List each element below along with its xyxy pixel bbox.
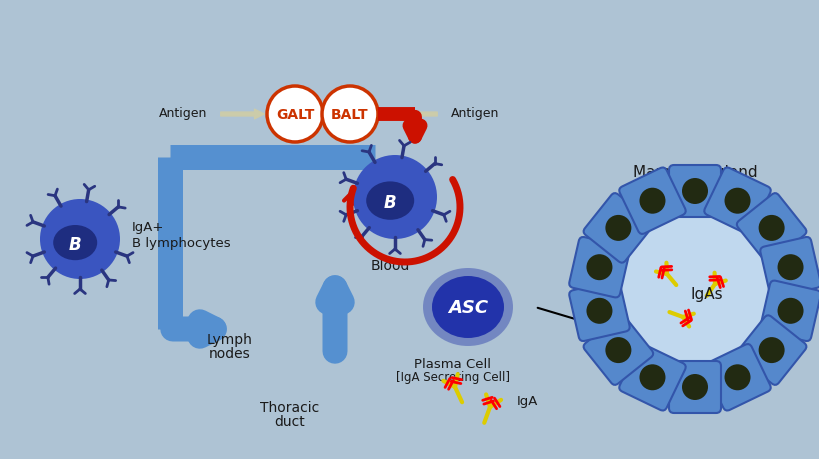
FancyBboxPatch shape [759, 281, 819, 341]
Circle shape [604, 337, 631, 364]
Text: Lymph: Lymph [207, 332, 252, 346]
FancyBboxPatch shape [568, 237, 629, 298]
Text: B lymphocytes: B lymphocytes [132, 237, 230, 250]
Text: Plasma Cell: Plasma Cell [414, 357, 491, 369]
Circle shape [758, 337, 784, 364]
Circle shape [322, 87, 378, 143]
Text: IgA+: IgA+ [132, 221, 164, 234]
FancyBboxPatch shape [583, 316, 653, 385]
Circle shape [681, 374, 707, 400]
FancyBboxPatch shape [668, 361, 720, 413]
Circle shape [776, 298, 803, 324]
Circle shape [681, 179, 707, 205]
Ellipse shape [423, 269, 513, 346]
Circle shape [267, 87, 323, 143]
FancyBboxPatch shape [618, 344, 685, 411]
Circle shape [614, 210, 774, 369]
FancyBboxPatch shape [736, 194, 805, 263]
Circle shape [639, 364, 665, 391]
Text: nodes: nodes [209, 346, 251, 360]
FancyBboxPatch shape [618, 168, 685, 235]
Text: Mammary gland: Mammary gland [632, 164, 757, 179]
Text: Antigen: Antigen [159, 106, 207, 119]
Text: Thoracic: Thoracic [260, 400, 319, 414]
Circle shape [776, 255, 803, 280]
Circle shape [724, 364, 749, 391]
Circle shape [604, 215, 631, 241]
Text: B: B [383, 193, 396, 211]
Text: Antigen: Antigen [450, 106, 499, 119]
Text: ASC: ASC [447, 298, 487, 316]
Ellipse shape [53, 225, 97, 261]
FancyBboxPatch shape [759, 237, 819, 298]
FancyBboxPatch shape [568, 281, 629, 341]
Ellipse shape [366, 182, 414, 220]
Circle shape [40, 200, 120, 280]
Text: IgAs: IgAs [690, 287, 722, 302]
Circle shape [586, 255, 612, 280]
Text: GALT: GALT [275, 108, 314, 122]
Circle shape [639, 188, 665, 214]
Text: B: B [69, 235, 81, 253]
Text: Blood: Blood [370, 258, 410, 272]
Circle shape [586, 298, 612, 324]
Text: duct: duct [274, 414, 305, 428]
Circle shape [352, 156, 437, 240]
FancyBboxPatch shape [583, 194, 653, 263]
FancyBboxPatch shape [704, 344, 770, 411]
FancyBboxPatch shape [704, 168, 770, 235]
Text: [IgA Secreting Cell]: [IgA Secreting Cell] [396, 369, 509, 383]
Circle shape [724, 188, 749, 214]
Ellipse shape [432, 276, 504, 338]
Text: BALT: BALT [331, 108, 369, 122]
Circle shape [758, 215, 784, 241]
FancyBboxPatch shape [668, 166, 720, 218]
Text: IgA: IgA [516, 395, 538, 408]
FancyBboxPatch shape [736, 316, 805, 385]
